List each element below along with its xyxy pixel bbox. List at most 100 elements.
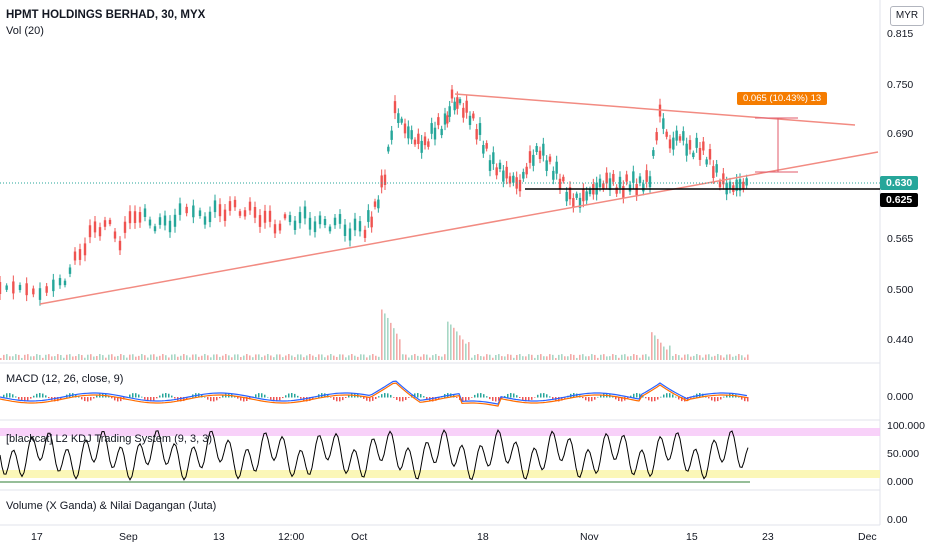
candle-body bbox=[38, 288, 42, 300]
candle-body bbox=[492, 152, 495, 165]
macd-histogram-bar bbox=[513, 393, 515, 398]
volume-bar bbox=[576, 357, 578, 360]
volume-value-label[interactable]: Volume (X Ganda) & Nilai Dagangan (Juta) bbox=[6, 500, 217, 512]
macd-histogram-bar bbox=[591, 397, 593, 402]
macd-histogram-bar bbox=[504, 395, 506, 398]
candle-body bbox=[358, 221, 362, 232]
volume-bar bbox=[162, 354, 164, 360]
candle-body bbox=[558, 178, 562, 189]
macd-histogram-bar bbox=[480, 393, 482, 398]
candle-body bbox=[718, 181, 722, 188]
candle-body bbox=[228, 201, 232, 211]
macd-histogram-bar bbox=[639, 393, 641, 398]
macd-histogram-bar bbox=[210, 397, 212, 402]
candle-body bbox=[343, 224, 347, 236]
volume-bar bbox=[276, 354, 278, 360]
volume-bar bbox=[345, 357, 347, 360]
candle-body bbox=[348, 228, 352, 241]
macd-histogram-bar bbox=[300, 397, 302, 399]
candle-body bbox=[665, 131, 668, 137]
volume-bar bbox=[255, 354, 257, 360]
volume-bar bbox=[231, 357, 233, 360]
candle-body bbox=[572, 198, 575, 208]
macd-histogram-bar bbox=[369, 397, 371, 402]
volume-bar bbox=[627, 356, 629, 360]
volume-bar bbox=[582, 354, 584, 360]
volume-bar bbox=[714, 355, 716, 360]
candle-body bbox=[233, 199, 237, 208]
macd-histogram-bar bbox=[618, 397, 620, 402]
macd-histogram-bar bbox=[3, 394, 5, 398]
macd-histogram-bar bbox=[93, 397, 95, 399]
volume-bar bbox=[171, 354, 173, 360]
candle-body bbox=[745, 178, 748, 186]
volume-bar bbox=[648, 356, 650, 360]
candle-body bbox=[535, 146, 538, 152]
macd-histogram-bar bbox=[120, 397, 122, 402]
candle-body bbox=[0, 282, 2, 294]
volume-indicator-label[interactable]: Vol (20) bbox=[6, 25, 44, 37]
volume-bar bbox=[573, 354, 575, 360]
volume-bar bbox=[219, 356, 221, 360]
macd-histogram-bar bbox=[582, 397, 584, 399]
volume-bar bbox=[360, 354, 362, 360]
candle-body bbox=[123, 221, 127, 233]
macd-label[interactable]: MACD (12, 26, close, 9) bbox=[6, 373, 124, 385]
macd-histogram-bar bbox=[675, 396, 677, 398]
volume-bar bbox=[381, 309, 383, 360]
volume-bar bbox=[57, 354, 59, 360]
candle-body bbox=[682, 131, 685, 141]
candle-body bbox=[622, 186, 625, 198]
volume-bar bbox=[111, 354, 113, 360]
volume-bar bbox=[147, 357, 149, 360]
candle-body bbox=[678, 136, 682, 141]
volume-bar bbox=[282, 357, 284, 360]
volume-bar bbox=[27, 354, 29, 360]
candle-body bbox=[608, 178, 612, 191]
volume-bar bbox=[321, 354, 323, 360]
currency-button[interactable]: MYR bbox=[890, 6, 924, 26]
candle-body bbox=[333, 217, 337, 226]
macd-histogram-bar bbox=[342, 397, 344, 401]
price-tick-3: 0.690 bbox=[887, 128, 914, 140]
volume-bar bbox=[24, 354, 26, 360]
candle-body bbox=[562, 176, 565, 182]
volume-bar bbox=[708, 354, 710, 360]
macd-histogram-bar bbox=[270, 397, 272, 400]
macd-histogram-bar bbox=[462, 397, 464, 402]
volume-bar bbox=[339, 354, 341, 360]
volume-bar bbox=[417, 355, 419, 360]
volume-bar bbox=[588, 356, 590, 360]
macd-histogram-bar bbox=[129, 394, 131, 398]
macd-histogram-bar bbox=[264, 394, 266, 398]
kdj-label[interactable]: [blackcat] L2 KDJ Trading System (9, 3, … bbox=[6, 433, 213, 445]
kdj-line bbox=[0, 429, 749, 481]
volume-bar bbox=[474, 355, 476, 360]
macd-histogram-bar bbox=[285, 395, 287, 398]
volume-bar bbox=[438, 355, 440, 360]
candle-body bbox=[238, 211, 242, 216]
volume-bar bbox=[258, 354, 260, 360]
volume-bar bbox=[243, 355, 245, 360]
volume-bar bbox=[537, 354, 539, 360]
candle-body bbox=[407, 126, 410, 139]
volume-bar bbox=[84, 357, 86, 360]
candle-body bbox=[427, 141, 430, 147]
volume-bar bbox=[612, 354, 614, 360]
macd-histogram-bar bbox=[360, 395, 362, 398]
volume-bar bbox=[522, 356, 524, 360]
measure-tool-tag[interactable]: 0.065 (10.43%) 13 bbox=[737, 92, 828, 105]
macd-histogram-bar bbox=[345, 397, 347, 398]
volume-bar bbox=[45, 354, 47, 360]
macd-histogram-bar bbox=[597, 396, 599, 398]
volume-bar bbox=[624, 354, 626, 360]
candle-body bbox=[555, 161, 558, 174]
macd-histogram-bar bbox=[471, 397, 473, 398]
macd-histogram-bar bbox=[375, 397, 377, 400]
volume-bar bbox=[156, 356, 158, 360]
candle-body bbox=[532, 154, 535, 166]
volume-bar bbox=[426, 354, 428, 360]
volume-bar bbox=[705, 354, 707, 360]
